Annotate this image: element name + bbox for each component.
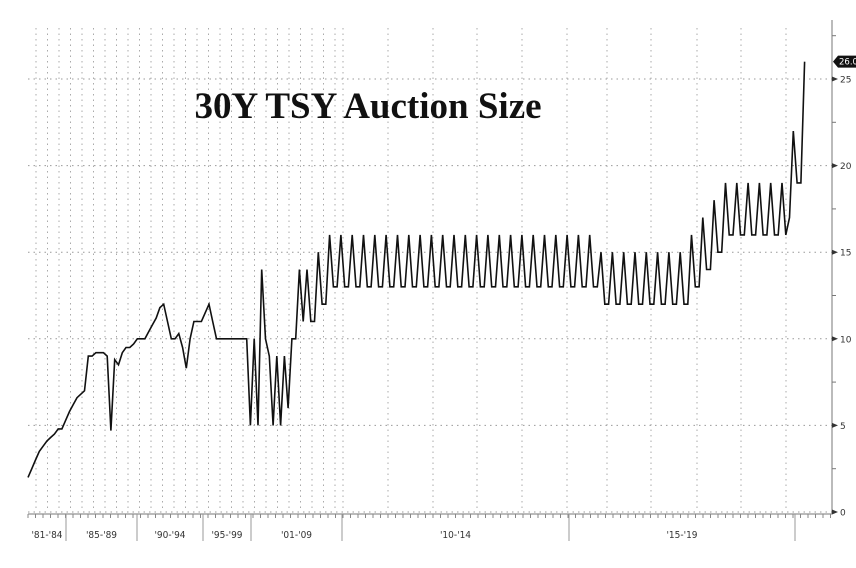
x-axis-categories: '81-'84 '85-'89 '90-'94 '95-'99 '01-'09 '10-'… xyxy=(31,514,796,541)
x-category-label: '15-'19 xyxy=(666,530,697,541)
y-tick-label: 15 xyxy=(840,249,851,259)
chart-title: 30Y TSY Auction Size xyxy=(194,86,541,127)
y-tick-marker xyxy=(832,422,838,428)
y-tick-label: 5 xyxy=(840,422,846,432)
x-category-label: '81-'84 xyxy=(31,530,62,541)
y-tick-label: 20 xyxy=(840,162,852,172)
y-tick-marker xyxy=(832,249,838,255)
last-value-label: 26.0 xyxy=(839,58,856,68)
x-category-label: '10-'14 xyxy=(440,530,471,541)
last-value-badge: 26.0 xyxy=(833,55,856,68)
x-category-label: '90-'94 xyxy=(154,530,185,541)
last-value-badge-shape xyxy=(833,55,856,68)
x-category-label: '85-'89 xyxy=(86,530,117,541)
y-tick-marker xyxy=(832,509,838,515)
y-axis-ticks: 0 5 10 15 20 25 xyxy=(832,35,852,519)
x-category-label: '01-'09 xyxy=(281,530,312,541)
series-line xyxy=(27,61,806,478)
y-tick-marker xyxy=(832,336,838,342)
y-tick-label: 25 xyxy=(840,76,851,86)
axes xyxy=(27,20,833,518)
y-tick-label: 10 xyxy=(840,335,852,345)
y-tick-label: 0 xyxy=(840,509,846,519)
x-category-label: '95-'99 xyxy=(211,530,242,541)
y-tick-marker xyxy=(832,76,838,82)
y-tick-marker xyxy=(832,163,838,169)
